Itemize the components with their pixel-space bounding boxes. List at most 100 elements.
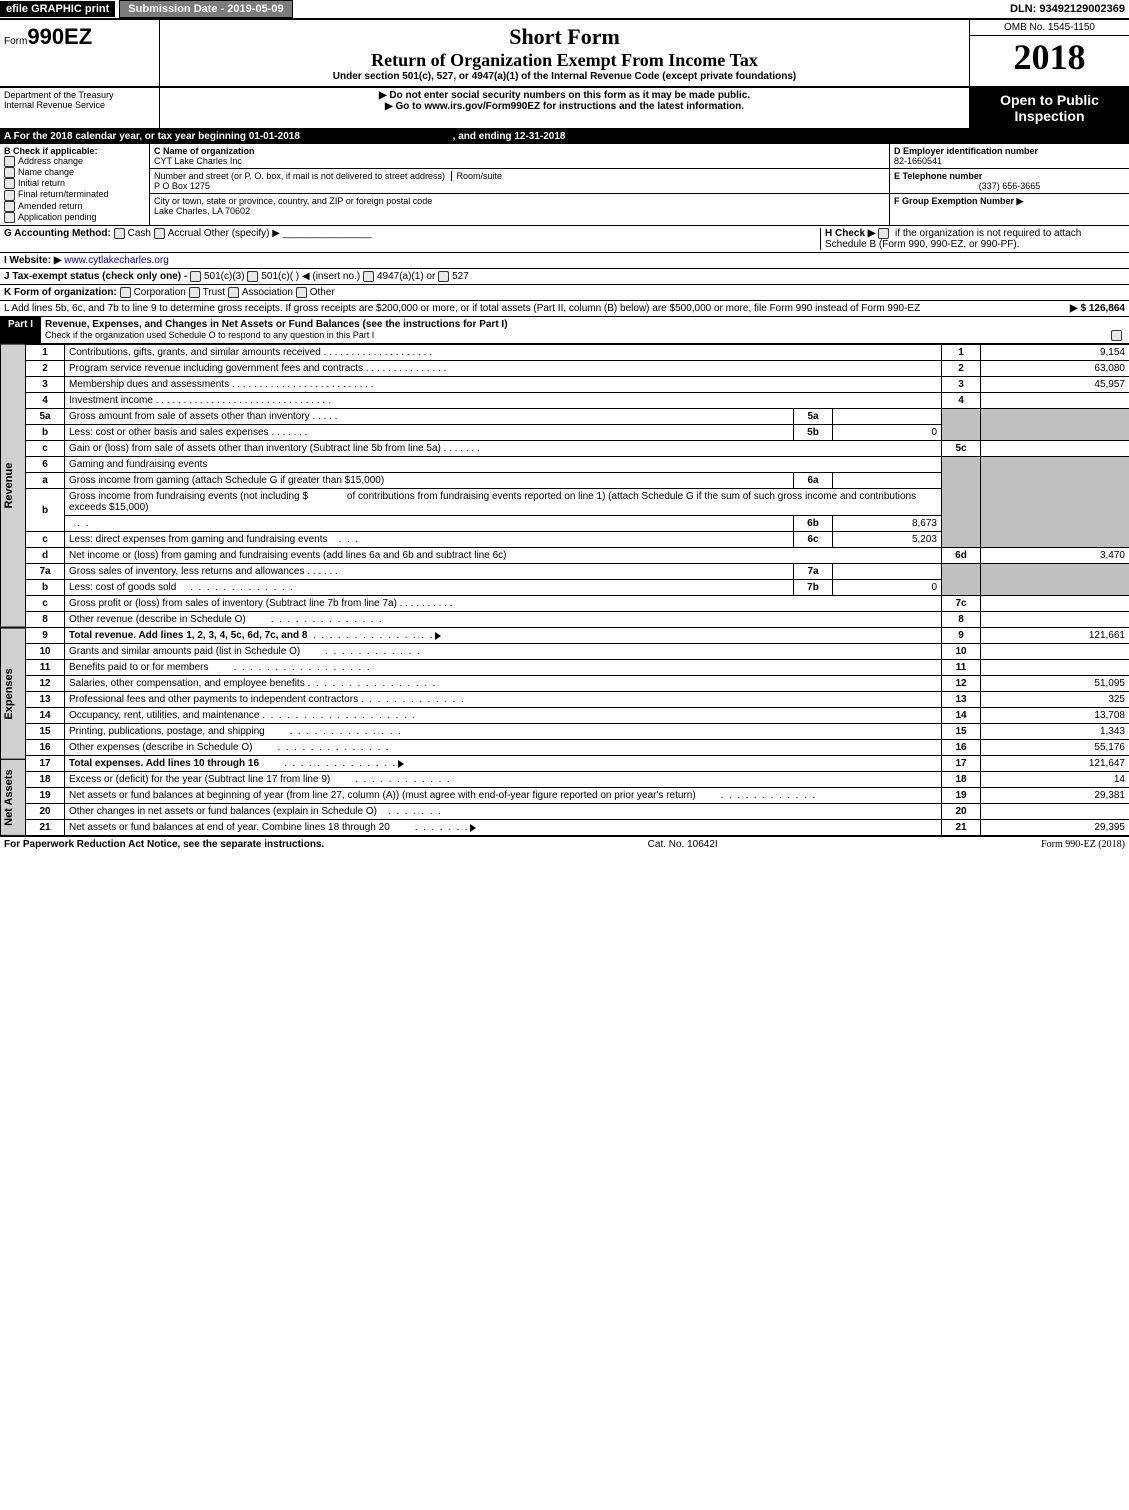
sections-gh: G Accounting Method: Cash Accrual Other … <box>0 226 1129 253</box>
table-row: 4Investment income . . . . . . . . . . .… <box>26 393 1129 409</box>
table-row: 13Professional fees and other payments t… <box>26 692 1129 708</box>
header-right: OMB No. 1545-1150 2018 <box>969 20 1129 86</box>
table-row: 16Other expenses (describe in Schedule O… <box>26 740 1129 756</box>
checkbox-icon[interactable] <box>4 190 15 201</box>
expenses-label: Expenses <box>0 628 26 760</box>
table-row: 7aGross sales of inventory, less returns… <box>26 564 1129 580</box>
tax-year: 2018 <box>970 36 1129 78</box>
checkbox-icon[interactable] <box>154 228 165 239</box>
table-row: 9Total revenue. Add lines 1, 2, 3, 4, 5c… <box>26 628 1129 644</box>
section-h: H Check ▶ if the organization is not req… <box>820 228 1125 250</box>
org-city: Lake Charles, LA 70602 <box>154 206 885 216</box>
table-row: 6Gaming and fundraising events <box>26 457 1129 473</box>
table-row: 21Net assets or fund balances at end of … <box>26 820 1129 836</box>
check-initial: Initial return <box>4 178 145 189</box>
table-row: 10Grants and similar amounts paid (list … <box>26 644 1129 660</box>
under-section: Under section 501(c), 527, or 4947(a)(1)… <box>164 71 965 82</box>
dln-number: DLN: 93492129002369 <box>1010 3 1129 15</box>
section-i: I Website: ▶ www.cytlakecharles.org <box>0 253 1129 269</box>
checkbox-icon[interactable] <box>189 287 200 298</box>
table-row: 3Membership dues and assessments . . . .… <box>26 377 1129 393</box>
return-title: Return of Organization Exempt From Incom… <box>164 50 965 71</box>
netassets-label: Net Assets <box>0 759 26 836</box>
section-e: E Telephone number (337) 656-3665 <box>890 169 1129 194</box>
part1-title: Revenue, Expenses, and Changes in Net As… <box>41 317 1129 343</box>
table-row: 15Printing, publications, postage, and s… <box>26 724 1129 740</box>
table-row: 1Contributions, gifts, grants, and simil… <box>26 345 1129 361</box>
header-center: Short Form Return of Organization Exempt… <box>160 20 969 86</box>
website-link[interactable]: www.cytlakecharles.org <box>64 255 168 266</box>
org-street-row: Number and street (or P. O. box, if mail… <box>150 169 889 194</box>
checkbox-icon[interactable] <box>296 287 307 298</box>
checkbox-icon[interactable] <box>190 271 201 282</box>
table-row: cGain or (loss) from sale of assets othe… <box>26 441 1129 457</box>
section-c: C Name of organization CYT Lake Charles … <box>150 144 889 225</box>
checkbox-icon[interactable] <box>4 212 15 223</box>
page-footer: For Paperwork Reduction Act Notice, see … <box>0 836 1129 852</box>
org-city-row: City or town, state or province, country… <box>150 194 889 218</box>
part1-header: Part I Revenue, Expenses, and Changes in… <box>0 317 1129 344</box>
table-row: 14Occupancy, rent, utilities, and mainte… <box>26 708 1129 724</box>
form-header: Form990EZ Short Form Return of Organizat… <box>0 20 1129 88</box>
phone: (337) 656-3665 <box>894 181 1125 191</box>
checkbox-icon[interactable] <box>4 156 15 167</box>
part1-label: Part I <box>0 317 41 343</box>
checkbox-icon[interactable] <box>114 228 125 239</box>
org-street: P O Box 1275 <box>154 181 885 191</box>
check-address: Address change <box>4 156 145 167</box>
omb-number: OMB No. 1545-1150 <box>970 20 1129 36</box>
ein: 82-1660541 <box>894 156 1125 166</box>
submission-date: Submission Date - 2019-05-09 <box>119 0 292 18</box>
checkbox-icon[interactable] <box>4 178 15 189</box>
checkbox-icon[interactable] <box>120 287 131 298</box>
checkbox-icon[interactable] <box>4 201 15 212</box>
checkbox-icon[interactable] <box>363 271 374 282</box>
checkbox-icon[interactable] <box>4 167 15 178</box>
section-b: B Check if applicable: Address change Na… <box>0 144 150 225</box>
check-final: Final return/terminated <box>4 189 145 200</box>
section-g: G Accounting Method: Cash Accrual Other … <box>4 228 820 250</box>
financial-section: Revenue Expenses Net Assets 1Contributio… <box>0 344 1129 836</box>
check-pending: Application pending <box>4 212 145 223</box>
org-name-row: C Name of organization CYT Lake Charles … <box>150 144 889 169</box>
table-row: 12Salaries, other compensation, and empl… <box>26 676 1129 692</box>
section-d: D Employer identification number 82-1660… <box>890 144 1129 169</box>
table-row: 17Total expenses. Add lines 10 through 1… <box>26 756 1129 772</box>
short-form-title: Short Form <box>164 24 965 50</box>
arrow-icon <box>435 632 441 640</box>
section-l: L Add lines 5b, 6c, and 7b to line 9 to … <box>0 301 1129 317</box>
section-f: F Group Exemption Number ▶ <box>890 194 1129 209</box>
footer-right: Form 990-EZ (2018) <box>1041 839 1125 850</box>
arrow-icon <box>398 760 404 768</box>
checkbox-icon[interactable] <box>438 271 449 282</box>
table-row: 5aGross amount from sale of assets other… <box>26 409 1129 425</box>
checkbox-icon[interactable] <box>878 228 889 239</box>
check-name: Name change <box>4 167 145 178</box>
check-amended: Amended return <box>4 201 145 212</box>
checkbox-icon[interactable] <box>228 287 239 298</box>
checkbox-icon[interactable] <box>247 271 258 282</box>
top-bar: efile GRAPHIC print Submission Date - 20… <box>0 0 1129 20</box>
financial-table: 1Contributions, gifts, grants, and simil… <box>26 344 1129 836</box>
checkbox-icon[interactable] <box>1111 330 1122 341</box>
org-info: B Check if applicable: Address change Na… <box>0 144 1129 226</box>
sections-def: D Employer identification number 82-1660… <box>889 144 1129 225</box>
tax-period: A For the 2018 calendar year, or tax yea… <box>0 129 1129 144</box>
arrow-icon <box>470 824 476 832</box>
side-labels: Revenue Expenses Net Assets <box>0 344 26 836</box>
org-name: CYT Lake Charles Inc <box>154 156 885 166</box>
table-row: 19Net assets or fund balances at beginni… <box>26 788 1129 804</box>
table-row: 18Excess or (deficit) for the year (Subt… <box>26 772 1129 788</box>
dept-treasury: Department of the Treasury Internal Reve… <box>0 88 160 128</box>
table-row: dNet income or (loss) from gaming and fu… <box>26 548 1129 564</box>
instructions-center: ▶ Do not enter social security numbers o… <box>160 88 969 128</box>
section-k: K Form of organization: Corporation Trus… <box>0 285 1129 301</box>
section-j: J Tax-exempt status (check only one) - 5… <box>0 269 1129 285</box>
efile-label: efile GRAPHIC print <box>0 1 115 17</box>
table-row: 8Other revenue (describe in Schedule O) … <box>26 612 1129 628</box>
footer-left: For Paperwork Reduction Act Notice, see … <box>4 839 324 850</box>
revenue-label: Revenue <box>0 344 26 628</box>
table-row: cGross profit or (loss) from sales of in… <box>26 596 1129 612</box>
table-row: 2Program service revenue including gover… <box>26 361 1129 377</box>
header-left: Form990EZ <box>0 20 160 86</box>
